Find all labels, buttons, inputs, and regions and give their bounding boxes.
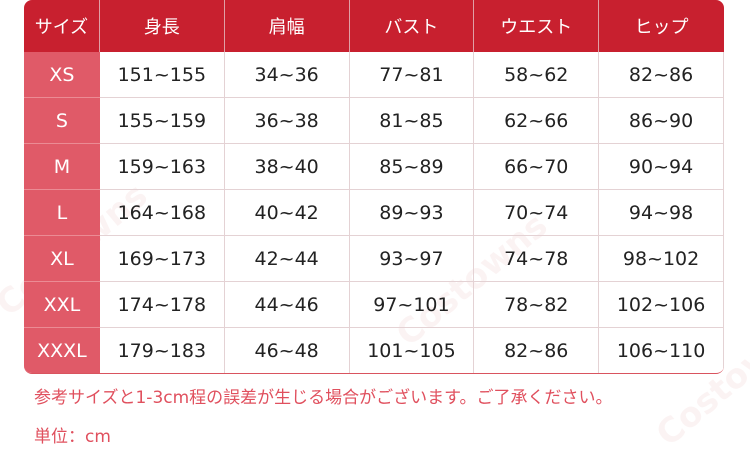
header-bust: バスト	[349, 0, 475, 52]
header-waist: ウエスト	[474, 0, 600, 52]
table-cell: 169~173	[99, 236, 225, 282]
size-label: XL	[24, 236, 100, 282]
table-cell: 97~101	[349, 282, 475, 328]
size-label: XXL	[24, 282, 100, 328]
table-cell: 101~105	[350, 328, 475, 373]
table-cell: 89~93	[349, 190, 475, 236]
table-cell: 90~94	[599, 144, 724, 190]
table-row: L 164~168 40~42 89~93 70~74 94~98	[24, 190, 724, 236]
size-label: S	[24, 98, 100, 144]
table-cell: 70~74	[474, 190, 600, 236]
table-cell: 78~82	[474, 282, 600, 328]
table-cell: 62~66	[474, 98, 600, 144]
note-unit: 単位：cm	[34, 427, 111, 447]
header-size: サイズ	[24, 0, 100, 52]
header-hip: ヒップ	[599, 0, 724, 52]
size-label: XXXL	[24, 328, 100, 373]
size-label: L	[24, 190, 100, 236]
table-cell: 82~86	[474, 328, 600, 373]
table-cell: 94~98	[599, 190, 724, 236]
table-cell: 174~178	[99, 282, 225, 328]
table-row: S 155~159 36~38 81~85 62~66 86~90	[24, 98, 724, 144]
header-shoulder: 肩幅	[224, 0, 350, 52]
size-label: XS	[24, 52, 100, 98]
table-cell: 44~46	[224, 282, 350, 328]
table-cell: 98~102	[599, 236, 724, 282]
table-cell: 93~97	[349, 236, 475, 282]
table-cell: 40~42	[224, 190, 350, 236]
table-cell: 179~183	[100, 328, 225, 373]
table-cell: 58~62	[474, 52, 600, 98]
table-cell: 74~78	[474, 236, 600, 282]
table-cell: 85~89	[349, 144, 475, 190]
table-cell: 66~70	[474, 144, 600, 190]
table-cell: 46~48	[225, 328, 350, 373]
header-row: サイズ 身長 肩幅 バスト ウエスト ヒップ	[24, 0, 724, 52]
table-cell: 159~163	[99, 144, 225, 190]
table-cell: 82~86	[599, 52, 724, 98]
table-cell: 34~36	[224, 52, 350, 98]
table-row: XXXL 179~183 46~48 101~105 82~86 106~110	[24, 328, 724, 373]
size-label: M	[24, 144, 100, 190]
table-cell: 86~90	[599, 98, 724, 144]
table-cell: 155~159	[99, 98, 225, 144]
table-cell: 42~44	[224, 236, 350, 282]
table-cell: 81~85	[349, 98, 475, 144]
table-row: M 159~163 38~40 85~89 66~70 90~94	[24, 144, 724, 190]
table-row: XL 169~173 42~44 93~97 74~78 98~102	[24, 236, 724, 282]
header-height: 身長	[99, 0, 225, 52]
table-row: XXL 174~178 44~46 97~101 78~82 102~106	[24, 282, 724, 328]
table-row: XS 151~155 34~36 77~81 58~62 82~86	[24, 52, 724, 98]
table-cell: 77~81	[349, 52, 475, 98]
table-cell: 102~106	[599, 282, 724, 328]
table-cell: 164~168	[99, 190, 225, 236]
note-tolerance: 参考サイズと1-3cm程の誤差が生じる場合がございます。ご了承ください。	[34, 388, 613, 408]
table-cell: 151~155	[99, 52, 225, 98]
table-cell: 38~40	[224, 144, 350, 190]
table-cell: 36~38	[224, 98, 350, 144]
size-chart-table: サイズ 身長 肩幅 バスト ウエスト ヒップ XS 151~155 34~36 77~…	[24, 0, 724, 374]
table-cell: 106~110	[599, 328, 724, 373]
